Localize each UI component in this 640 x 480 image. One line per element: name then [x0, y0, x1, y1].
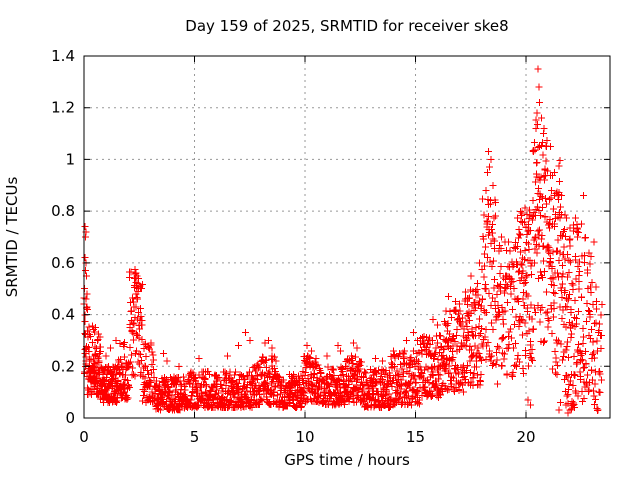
- y-tick-label: 1.4: [51, 47, 75, 65]
- x-tick-label: 0: [79, 428, 89, 446]
- y-axis-label: SRMTID / TECUs: [3, 177, 21, 298]
- y-tick-label: 0.6: [51, 254, 75, 272]
- tick-labels: 0 5 10 15 20 0 0.2 0.4 0.6 0.8 1 1.2 1.4: [51, 47, 535, 446]
- y-tick-label: 0.2: [51, 357, 75, 375]
- x-tick-label: 20: [516, 428, 535, 446]
- y-tick-label: 0.8: [51, 202, 75, 220]
- y-tick-label: 1.2: [51, 99, 75, 117]
- y-tick-label: 0.4: [51, 306, 75, 324]
- y-tick-label: 1: [65, 150, 75, 168]
- chart-title: Day 159 of 2025, SRMTID for receiver ske…: [185, 17, 508, 35]
- x-tick-label: 15: [406, 428, 425, 446]
- plot-border: [83, 55, 611, 419]
- x-tick-label: 5: [190, 428, 200, 446]
- x-axis-label: GPS time / hours: [284, 451, 410, 469]
- y-tick-label: 0: [65, 409, 75, 427]
- x-tick-label: 10: [295, 428, 314, 446]
